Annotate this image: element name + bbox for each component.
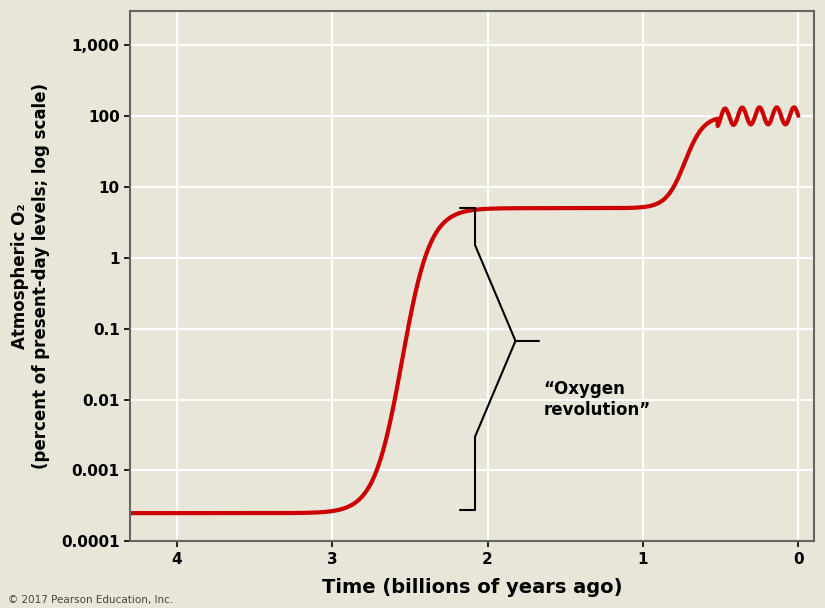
Y-axis label: Atmospheric O₂
(percent of present-day levels; log scale): Atmospheric O₂ (percent of present-day l… [11, 83, 50, 469]
Text: “Oxygen
revolution”: “Oxygen revolution” [544, 380, 651, 419]
X-axis label: Time (billions of years ago): Time (billions of years ago) [322, 578, 622, 597]
Text: © 2017 Pearson Education, Inc.: © 2017 Pearson Education, Inc. [8, 595, 173, 605]
